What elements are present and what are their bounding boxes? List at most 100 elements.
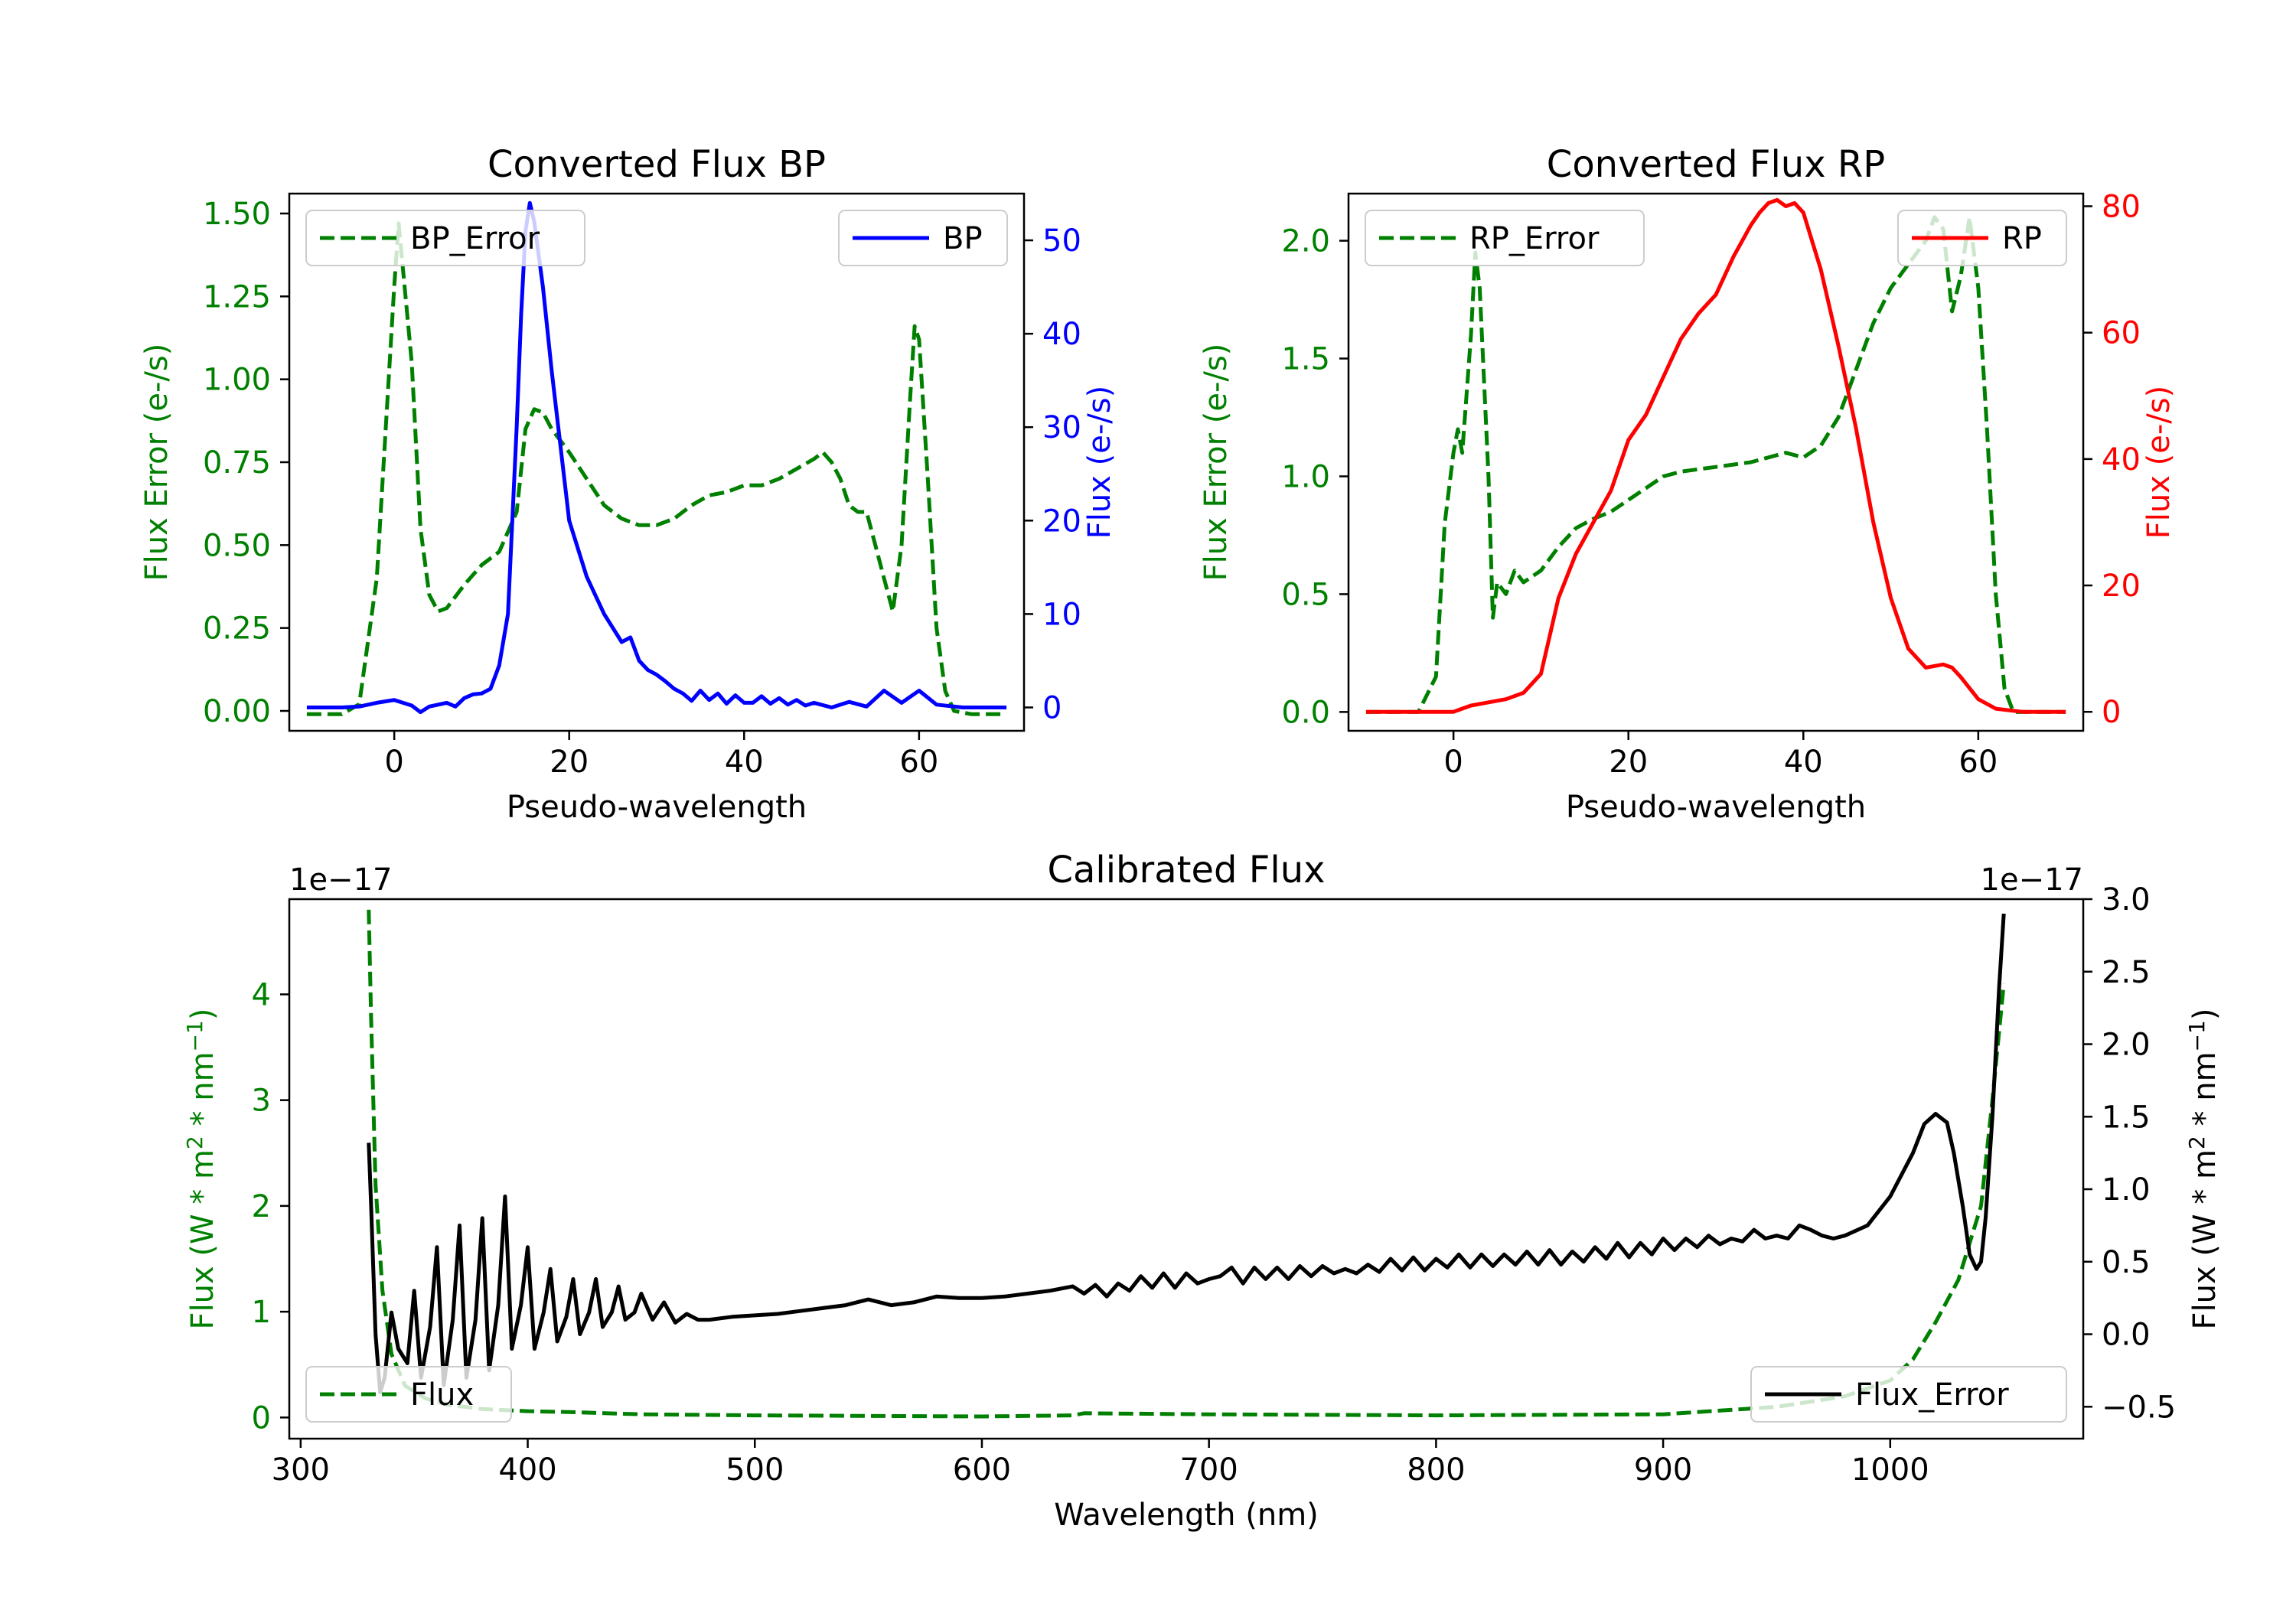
left-y-tick-label: 1.5 bbox=[1281, 342, 1330, 377]
right-y-tick-label: 2.5 bbox=[2102, 955, 2151, 990]
rp-panel: Converted Flux RP 0 20 40 60 Pseudo-wavelengt… bbox=[1199, 143, 2177, 825]
right-y-tick-label: 80 bbox=[2102, 190, 2141, 225]
legend-box bbox=[1750, 1366, 2067, 1423]
left-y-tick-label: 2 bbox=[252, 1189, 271, 1224]
x-tick-label: 500 bbox=[726, 1452, 784, 1488]
x-tick-label: 60 bbox=[1958, 745, 1998, 780]
left-y-tick-label: 0.5 bbox=[1281, 577, 1330, 612]
x-tick-label: 40 bbox=[1784, 745, 1823, 780]
right-y-tick-label: 40 bbox=[2102, 442, 2141, 478]
left-y-tick-label: 3 bbox=[252, 1084, 271, 1119]
x-tick-label: 40 bbox=[725, 745, 764, 780]
left-y-tick-label: 1.0 bbox=[1281, 459, 1330, 494]
chart-title: Converted Flux RP bbox=[1547, 143, 1885, 186]
left-y-tick-label: 0.50 bbox=[203, 528, 271, 563]
right-y-tick-label: 2.0 bbox=[2102, 1028, 2151, 1063]
right-y-tick-label: 60 bbox=[2102, 316, 2141, 351]
legend-left: BP_Error bbox=[305, 210, 585, 266]
x-tick-label: 900 bbox=[1634, 1452, 1692, 1488]
x-tick-label: 0 bbox=[1443, 745, 1463, 780]
left-y-tick-label: 2.0 bbox=[1281, 224, 1330, 259]
left-offset-text: 1e−17 bbox=[289, 862, 392, 898]
x-tick-label: 20 bbox=[550, 745, 589, 780]
left-y-tick-label: 0.75 bbox=[203, 445, 271, 481]
axes-frame bbox=[288, 898, 2085, 1440]
label-superscript: 2 bbox=[2184, 1136, 2210, 1149]
left-y-axis-label: Flux (W * m2 * nm−1) bbox=[182, 1009, 220, 1330]
right-y-tick-label: 3.0 bbox=[2102, 882, 2151, 918]
right-y-tick-label: 1.5 bbox=[2102, 1100, 2151, 1135]
right-y-tick-label: 20 bbox=[1042, 504, 1081, 539]
series-line-bp-error bbox=[306, 221, 1007, 716]
bp-panel: Converted Flux BP 0 20 40 60 Pseudo-wavelengt… bbox=[139, 143, 1117, 825]
right-y-tick-label: 1.0 bbox=[2102, 1172, 2151, 1208]
right-y-tick-label: 0.0 bbox=[2102, 1318, 2151, 1353]
x-tick-label: 0 bbox=[384, 745, 403, 780]
label-superscript: 2 bbox=[182, 1136, 207, 1149]
x-tick-label: 700 bbox=[1179, 1452, 1238, 1488]
legend-right: RP bbox=[1897, 210, 2067, 266]
series-line-bp bbox=[306, 200, 1007, 715]
legend-label: BP_Error bbox=[410, 221, 540, 256]
x-tick-label: 60 bbox=[899, 745, 938, 780]
x-axis-label: Wavelength (nm) bbox=[1054, 1498, 1319, 1533]
series-line-flux bbox=[367, 913, 2006, 1394]
left-y-axis-label: Flux Error (e-/s) bbox=[1199, 344, 1234, 582]
right-y-tick-label: 40 bbox=[1042, 317, 1081, 352]
right-y-tick-label: −0.5 bbox=[2102, 1390, 2176, 1425]
right-y-axis-label: Flux (e-/s) bbox=[2141, 386, 2177, 539]
label-part: ) bbox=[2187, 1009, 2223, 1021]
legend-label: Flux_Error bbox=[1855, 1377, 2009, 1413]
right-y-tick-label: 0 bbox=[2102, 695, 2121, 730]
label-superscript: −1 bbox=[2184, 1020, 2210, 1051]
right-y-tick-label: 0.5 bbox=[2102, 1245, 2151, 1280]
legend-label: RP_Error bbox=[1469, 221, 1600, 256]
right-y-axis-label: Flux (W * m2 * nm−1) bbox=[2184, 1009, 2223, 1330]
label-part: * nm bbox=[2187, 1051, 2223, 1136]
legend-label: RP bbox=[2002, 221, 2042, 256]
left-y-tick-label: 1.00 bbox=[203, 363, 271, 398]
right-y-tick-label: 30 bbox=[1042, 410, 1081, 445]
right-y-tick-label: 50 bbox=[1042, 223, 1081, 259]
right-y-tick-label: 0 bbox=[1042, 690, 1062, 725]
left-y-tick-label: 4 bbox=[252, 977, 271, 1012]
legend-left: Flux bbox=[305, 1366, 512, 1423]
series-line-rp bbox=[1365, 197, 2066, 714]
x-tick-label: 400 bbox=[498, 1452, 556, 1488]
legend-box bbox=[1365, 210, 1645, 266]
left-y-tick-label: 0.25 bbox=[203, 611, 271, 647]
label-part: Flux (W * m bbox=[185, 1149, 220, 1329]
left-y-tick-label: 0.0 bbox=[1281, 695, 1330, 730]
right-y-tick-label: 10 bbox=[1042, 597, 1081, 632]
series-group bbox=[1365, 197, 2066, 714]
series-group bbox=[306, 200, 1007, 716]
x-axis-label: Pseudo-wavelength bbox=[1566, 790, 1866, 825]
label-part: ) bbox=[185, 1009, 220, 1021]
legend-box bbox=[305, 1366, 512, 1423]
x-axis-label: Pseudo-wavelength bbox=[507, 790, 807, 825]
calibrated-panel: Calibrated Flux 300 400 500 600 700 800 900 1000… bbox=[182, 849, 2223, 1533]
left-y-tick-label: 1.25 bbox=[203, 279, 271, 315]
legend-label: Flux bbox=[410, 1377, 474, 1413]
x-tick-label: 20 bbox=[1609, 745, 1648, 780]
axes-frame bbox=[1347, 192, 2085, 732]
legend-box bbox=[305, 210, 585, 266]
x-tick-label: 1000 bbox=[1851, 1452, 1929, 1488]
chart-title: Calibrated Flux bbox=[1047, 849, 1325, 892]
x-tick-label: 800 bbox=[1407, 1452, 1465, 1488]
label-part: * nm bbox=[185, 1051, 220, 1136]
legend-label: BP bbox=[943, 221, 983, 256]
series-line-rp-error bbox=[1365, 215, 2066, 714]
right-y-axis-label: Flux (e-/s) bbox=[1082, 386, 1117, 539]
chart-title: Converted Flux BP bbox=[488, 143, 826, 186]
label-superscript: −1 bbox=[182, 1020, 207, 1051]
x-tick-label: 600 bbox=[953, 1452, 1011, 1488]
legend-right: Flux_Error bbox=[1750, 1366, 2067, 1423]
legend-right: BP bbox=[838, 210, 1008, 266]
label-part: Flux (W * m bbox=[2187, 1149, 2223, 1329]
right-y-tick-label: 20 bbox=[2102, 569, 2141, 604]
left-y-axis-label: Flux Error (e-/s) bbox=[139, 344, 174, 582]
left-y-tick-label: 0.00 bbox=[203, 694, 271, 729]
